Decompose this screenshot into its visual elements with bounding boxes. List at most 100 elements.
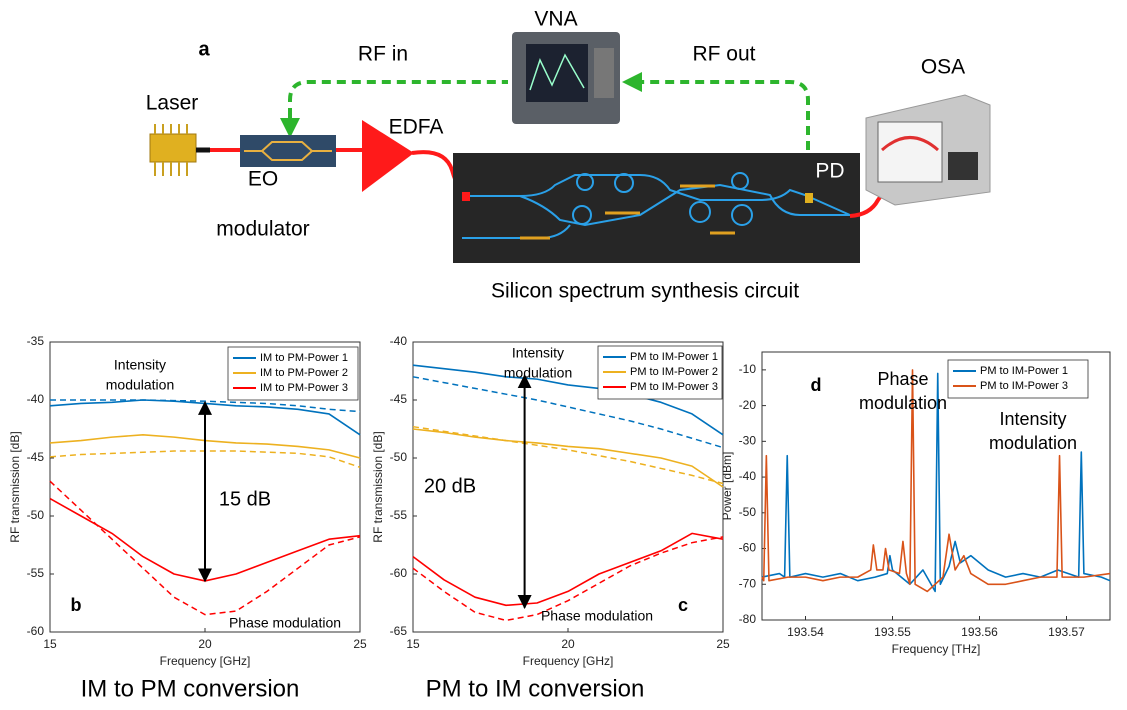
y-tick-label: -40 (739, 469, 757, 483)
annotation: Phase modulation (541, 608, 653, 624)
y-tick-label: -60 (27, 624, 45, 638)
panel-label: c (678, 595, 688, 615)
vna-label: VNA (534, 8, 577, 31)
vna-keys (594, 48, 614, 98)
legend-label: IM to PM-Power 3 (260, 382, 348, 394)
data-line (761, 369, 1111, 593)
legend-label: PM to IM-Power 1 (980, 365, 1068, 377)
legend-label: PM to IM-Power 1 (630, 351, 718, 363)
y-tick-label: -45 (390, 392, 408, 406)
legend-label: PM to IM-Power 3 (980, 380, 1068, 392)
rf-out-label: RF out (692, 43, 755, 66)
y-axis-label: RF transmission [dB] (371, 431, 385, 542)
edfa-label: EDFA (389, 116, 444, 139)
y-tick-label: -20 (739, 398, 757, 412)
mzi-waveguide (244, 141, 332, 161)
legend-label: IM to PM-Power 1 (260, 352, 348, 364)
y-axis-label: RF transmission [dB] (8, 431, 22, 542)
panel-label: a (198, 38, 210, 60)
panel-label: d (811, 375, 822, 395)
annotation: Intensity (512, 345, 564, 361)
y-tick-label: -60 (390, 566, 408, 580)
y-tick-label: -40 (27, 392, 45, 406)
chart-caption: IM to PM conversion (81, 675, 300, 702)
y-tick-label: -30 (739, 434, 757, 448)
x-tick-label: 25 (353, 637, 367, 651)
y-axis-label: Power [dBm] (720, 452, 734, 521)
annotation: modulation (504, 365, 573, 381)
legend-label: PM to IM-Power 3 (630, 381, 718, 393)
fit-line (412, 425, 724, 485)
y-tick-label: -60 (739, 541, 757, 555)
eo-label: EO (248, 168, 278, 191)
x-tick-label: 193.54 (787, 625, 824, 639)
data-line (412, 428, 724, 488)
pd-label: PD (815, 160, 844, 183)
rf-in-label: RF in (358, 43, 408, 66)
panel-label: b (71, 595, 82, 615)
x-tick-label: 15 (406, 637, 420, 651)
chip-heaters (520, 184, 735, 240)
y-tick-label: -40 (390, 334, 408, 348)
osa-label: OSA (921, 56, 965, 79)
y-tick-label: -80 (739, 612, 757, 626)
silicon-chip (453, 153, 860, 263)
annotation: modulation (859, 393, 947, 413)
data-line (412, 364, 724, 436)
y-tick-label: -55 (390, 508, 408, 522)
y-tick-label: -50 (739, 505, 757, 519)
x-tick-label: 20 (561, 637, 575, 651)
fit-line (49, 480, 361, 616)
annotation: 15 dB (219, 488, 271, 510)
fit-line (412, 536, 724, 622)
circuit-caption: Silicon spectrum synthesis circuit (491, 280, 799, 303)
laser-pins (154, 124, 188, 176)
x-axis-label: Frequency [THz] (892, 642, 981, 656)
osa-trace (881, 136, 939, 152)
setup-diagram (149, 32, 991, 263)
x-tick-label: 20 (198, 637, 212, 651)
osa-screen (877, 121, 943, 183)
laser-body (149, 133, 197, 163)
annotation: Intensity (114, 357, 166, 373)
fit-line (412, 376, 724, 449)
chart-caption: PM to IM conversion (426, 675, 645, 702)
annotation: modulation (106, 377, 175, 393)
y-tick-label: -50 (27, 508, 45, 522)
annotation: 20 dB (424, 475, 476, 497)
x-tick-label: 15 (43, 637, 57, 651)
x-tick-label: 193.55 (874, 625, 911, 639)
y-tick-label: -10 (739, 362, 757, 376)
legend-label: IM to PM-Power 2 (260, 367, 348, 379)
x-tick-label: 193.57 (1048, 625, 1085, 639)
y-tick-label: -50 (390, 450, 408, 464)
x-tick-label: 193.56 (961, 625, 998, 639)
y-tick-label: -45 (27, 450, 45, 464)
legend-box (947, 359, 1089, 399)
y-tick-label: -35 (27, 334, 45, 348)
annotation: Phase modulation (229, 615, 341, 631)
annotation: Phase (877, 369, 928, 389)
fiber (849, 174, 897, 218)
y-tick-label: -55 (27, 566, 45, 580)
annotation: Intensity (999, 409, 1066, 429)
modulator-label: modulator (216, 218, 309, 241)
data-line (761, 372, 1111, 593)
chip-waveguides (462, 172, 851, 239)
legend-label: PM to IM-Power 2 (630, 366, 718, 378)
vna-trace (529, 53, 585, 91)
photodetector (805, 193, 813, 203)
x-axis-label: Frequency [GHz] (160, 654, 251, 668)
data-line (412, 532, 724, 607)
input-coupler (462, 192, 470, 201)
rf-in-link (288, 80, 508, 132)
laser-label: Laser (146, 92, 199, 115)
y-tick-label: -65 (390, 624, 408, 638)
osa-keys (948, 152, 978, 180)
y-tick-label: -70 (739, 576, 757, 590)
annotation: modulation (989, 433, 1077, 453)
x-tick-label: 25 (716, 637, 730, 651)
x-axis-label: Frequency [GHz] (523, 654, 614, 668)
rf-out-link (622, 72, 810, 195)
